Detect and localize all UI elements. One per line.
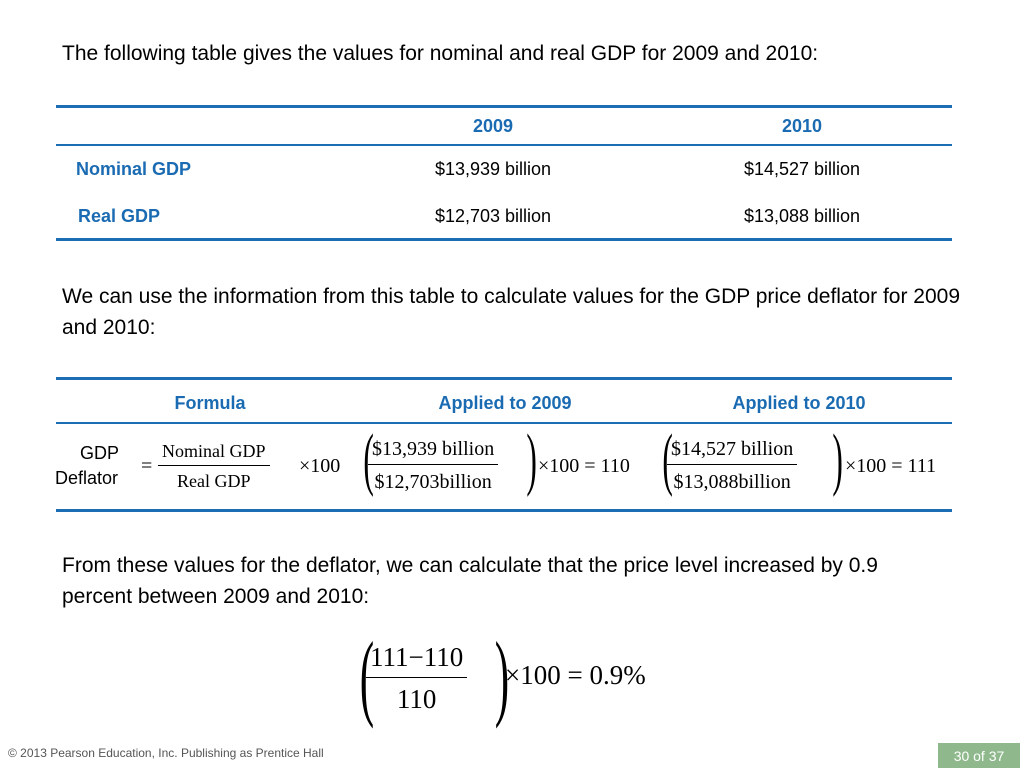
applied-2009-denominator: $12,703billion	[374, 471, 492, 493]
right-paren-icon: )	[526, 421, 537, 498]
page-number-badge: 30 of 37	[938, 743, 1020, 768]
copyright-footer: © 2013 Pearson Education, Inc. Publishin…	[8, 746, 324, 760]
deflator-paragraph: We can use the information from this tab…	[62, 285, 961, 339]
formula-denominator: Real GDP	[177, 471, 251, 491]
fraction-bar	[368, 464, 499, 465]
final-result: ×100 = 0.9%	[505, 660, 646, 690]
deflator-table-top-rule	[56, 377, 952, 380]
applied-2010-result: ×100 = 111	[845, 455, 937, 477]
applied-2009-result: ×100 = 110	[538, 455, 630, 477]
header-2010: 2010	[781, 116, 823, 136]
left-paren-icon: (	[363, 421, 374, 498]
header-applied-2010: Applied to 2010	[732, 393, 866, 413]
final-denominator: 110	[396, 684, 437, 714]
applied-2010-fraction: $14,527 billion $13,088billion	[667, 438, 798, 494]
fraction-bar	[366, 677, 468, 678]
table-header-rule	[56, 144, 952, 146]
conclusion-paragraph: From these values for the deflator, we c…	[62, 554, 878, 608]
cell-real-2010: $13,088 billion	[743, 206, 861, 226]
header-2009: 2009	[472, 116, 514, 136]
fraction-bar	[158, 465, 270, 466]
deflator-table-bottom-rule	[56, 509, 952, 512]
right-paren-icon: )	[832, 421, 843, 498]
cell-real-2009: $12,703 billion	[434, 206, 552, 226]
applied-2009-fraction: $13,939 billion $12,703billion	[368, 438, 499, 494]
deflator-header-rule	[56, 422, 952, 424]
intro-paragraph: The following table gives the values for…	[62, 42, 819, 65]
formula-numerator: Nominal GDP	[162, 441, 266, 461]
final-numerator: 111−110	[370, 642, 464, 672]
header-formula: Formula	[174, 393, 246, 413]
row-label-real-gdp: Real GDP	[78, 206, 161, 226]
applied-2010-numerator: $14,527 billion	[671, 438, 794, 460]
table-top-rule	[56, 105, 952, 108]
header-applied-2009: Applied to 2009	[438, 393, 572, 413]
formula-equals: =	[141, 455, 153, 477]
applied-2010-denominator: $13,088billion	[673, 471, 791, 493]
row-label-deflator: Deflator	[55, 468, 119, 488]
cell-nominal-2010: $14,527 billion	[743, 159, 861, 179]
row-label-nominal-gdp: Nominal GDP	[76, 159, 192, 179]
formula-times-100: ×100	[299, 455, 341, 477]
formula-fraction: Nominal GDP Real GDP	[158, 441, 270, 492]
left-paren-icon: (	[662, 421, 673, 498]
table-bottom-rule	[56, 238, 952, 241]
applied-2009-numerator: $13,939 billion	[372, 438, 495, 460]
cell-nominal-2009: $13,939 billion	[434, 159, 552, 179]
row-label-gdp: GDP	[80, 443, 120, 463]
fraction-bar	[667, 464, 798, 465]
right-paren-icon: )	[494, 622, 510, 729]
left-paren-icon: (	[359, 622, 375, 729]
final-fraction: 111−110 110	[366, 642, 468, 715]
